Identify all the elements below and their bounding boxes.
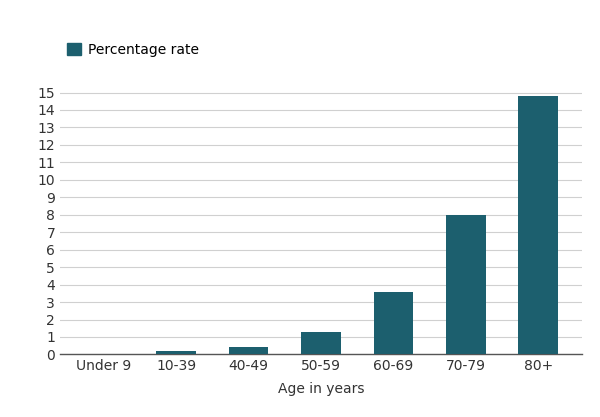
Legend: Percentage rate: Percentage rate	[67, 43, 199, 57]
Bar	[301, 332, 341, 354]
Bar	[156, 351, 196, 354]
X-axis label: Age in years: Age in years	[278, 382, 364, 396]
Bar	[229, 347, 268, 354]
Bar	[446, 215, 486, 354]
Bar	[374, 291, 413, 354]
Bar	[518, 96, 558, 354]
